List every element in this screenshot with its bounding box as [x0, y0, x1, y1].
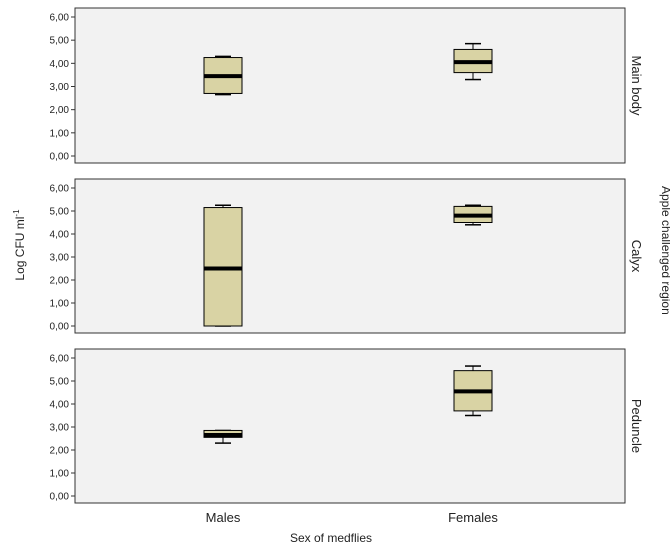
- box-males: [203, 55, 243, 96]
- panel-background: [74, 348, 626, 504]
- panel-calyx: 0,00 1,00 2,00 3,00 4,00 5,00 6,00 Calyx: [50, 178, 644, 334]
- y-tick-label: 1,00: [50, 128, 70, 139]
- x-axis-title: Sex of medflies: [290, 531, 372, 545]
- y-tick-label: 3,00: [50, 423, 70, 434]
- panel-background: [74, 178, 626, 334]
- panel-label: Calyx: [629, 240, 644, 273]
- x-category-label: Females: [448, 510, 498, 525]
- y-tick-label: 2,00: [50, 276, 70, 287]
- y-axis-title-superscript: -1: [12, 209, 21, 217]
- y-tick-label: 0,00: [50, 322, 70, 333]
- box-females: [453, 365, 493, 417]
- y-tick-label: 5,00: [50, 207, 70, 218]
- panel-background: [74, 7, 626, 164]
- y-tick-label: 5,00: [50, 377, 70, 388]
- y-tick-label: 0,00: [50, 152, 70, 163]
- y-axis-title: Log CFU ml-1: [12, 209, 27, 281]
- y-tick-label: 6,00: [50, 13, 70, 24]
- y-tick-label: 0,00: [50, 492, 70, 503]
- y-tick-label: 3,00: [50, 82, 70, 93]
- y-tick-label: 4,00: [50, 400, 70, 411]
- y-tick-label: 2,00: [50, 446, 70, 457]
- y-tick-label: 3,00: [50, 253, 70, 264]
- y-tick-label: 2,00: [50, 105, 70, 116]
- y-tick-label: 1,00: [50, 469, 70, 480]
- panel-main-body: 0,00 1,00 2,00 3,00 4,00 5,00 6,00 Main body: [50, 7, 644, 164]
- y-tick-label: 6,00: [50, 354, 70, 365]
- y-tick-label: 6,00: [50, 184, 70, 195]
- panel-label: Main body: [629, 56, 644, 116]
- right-axis-title: Apple challenged region: [659, 186, 670, 315]
- box-males: [203, 429, 243, 444]
- y-axis-title-main: Log CFU ml: [13, 217, 27, 281]
- y-tick-label: 4,00: [50, 59, 70, 70]
- box-females: [453, 42, 493, 81]
- x-category-label: Males: [206, 510, 241, 525]
- y-tick-label: 5,00: [50, 36, 70, 47]
- y-tick-label: 4,00: [50, 230, 70, 241]
- y-tick-label: 1,00: [50, 299, 70, 310]
- box-males: [203, 204, 243, 327]
- panel-peduncle: 0,00 1,00 2,00 3,00 4,00 5,00 6,00 Peduncle: [50, 348, 644, 504]
- box-females: [453, 204, 493, 226]
- panel-label: Peduncle: [629, 399, 644, 453]
